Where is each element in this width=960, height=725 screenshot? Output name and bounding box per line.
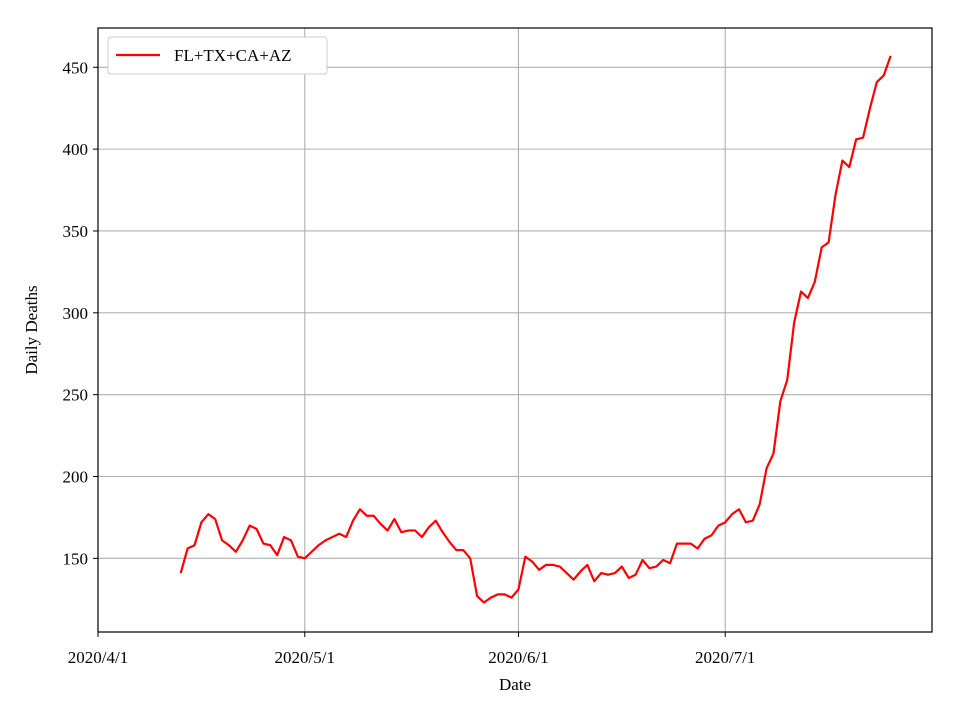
x-tick-label: 2020/4/1 (68, 648, 128, 667)
legend: FL+TX+CA+AZ (107, 36, 328, 75)
ticks: 2020/4/1 2020/5/1 2020/6/1 2020/7/1 150 200 25… (63, 58, 756, 667)
series-layer (179, 55, 892, 604)
x-tick-label: 2020/7/1 (695, 648, 755, 667)
legend-label: FL+TX+CA+AZ (174, 46, 292, 65)
grid (98, 28, 932, 632)
y-axis-label: Daily Deaths (22, 285, 41, 374)
legend-box (107, 36, 328, 75)
y-tick-label: 200 (63, 467, 89, 486)
series-line (179, 55, 892, 604)
y-tick-label: 250 (63, 386, 89, 405)
y-tick-label: 300 (63, 304, 89, 323)
x-tick-label: 2020/5/1 (275, 648, 335, 667)
y-tick-label: 350 (63, 222, 89, 241)
plot-frame (97, 27, 933, 633)
x-tick-label: 2020/6/1 (488, 648, 548, 667)
y-tick-label: 150 (63, 549, 89, 568)
y-tick-label: 450 (63, 58, 89, 77)
y-tick-label: 400 (63, 140, 89, 159)
x-axis-label: Date (499, 675, 531, 694)
